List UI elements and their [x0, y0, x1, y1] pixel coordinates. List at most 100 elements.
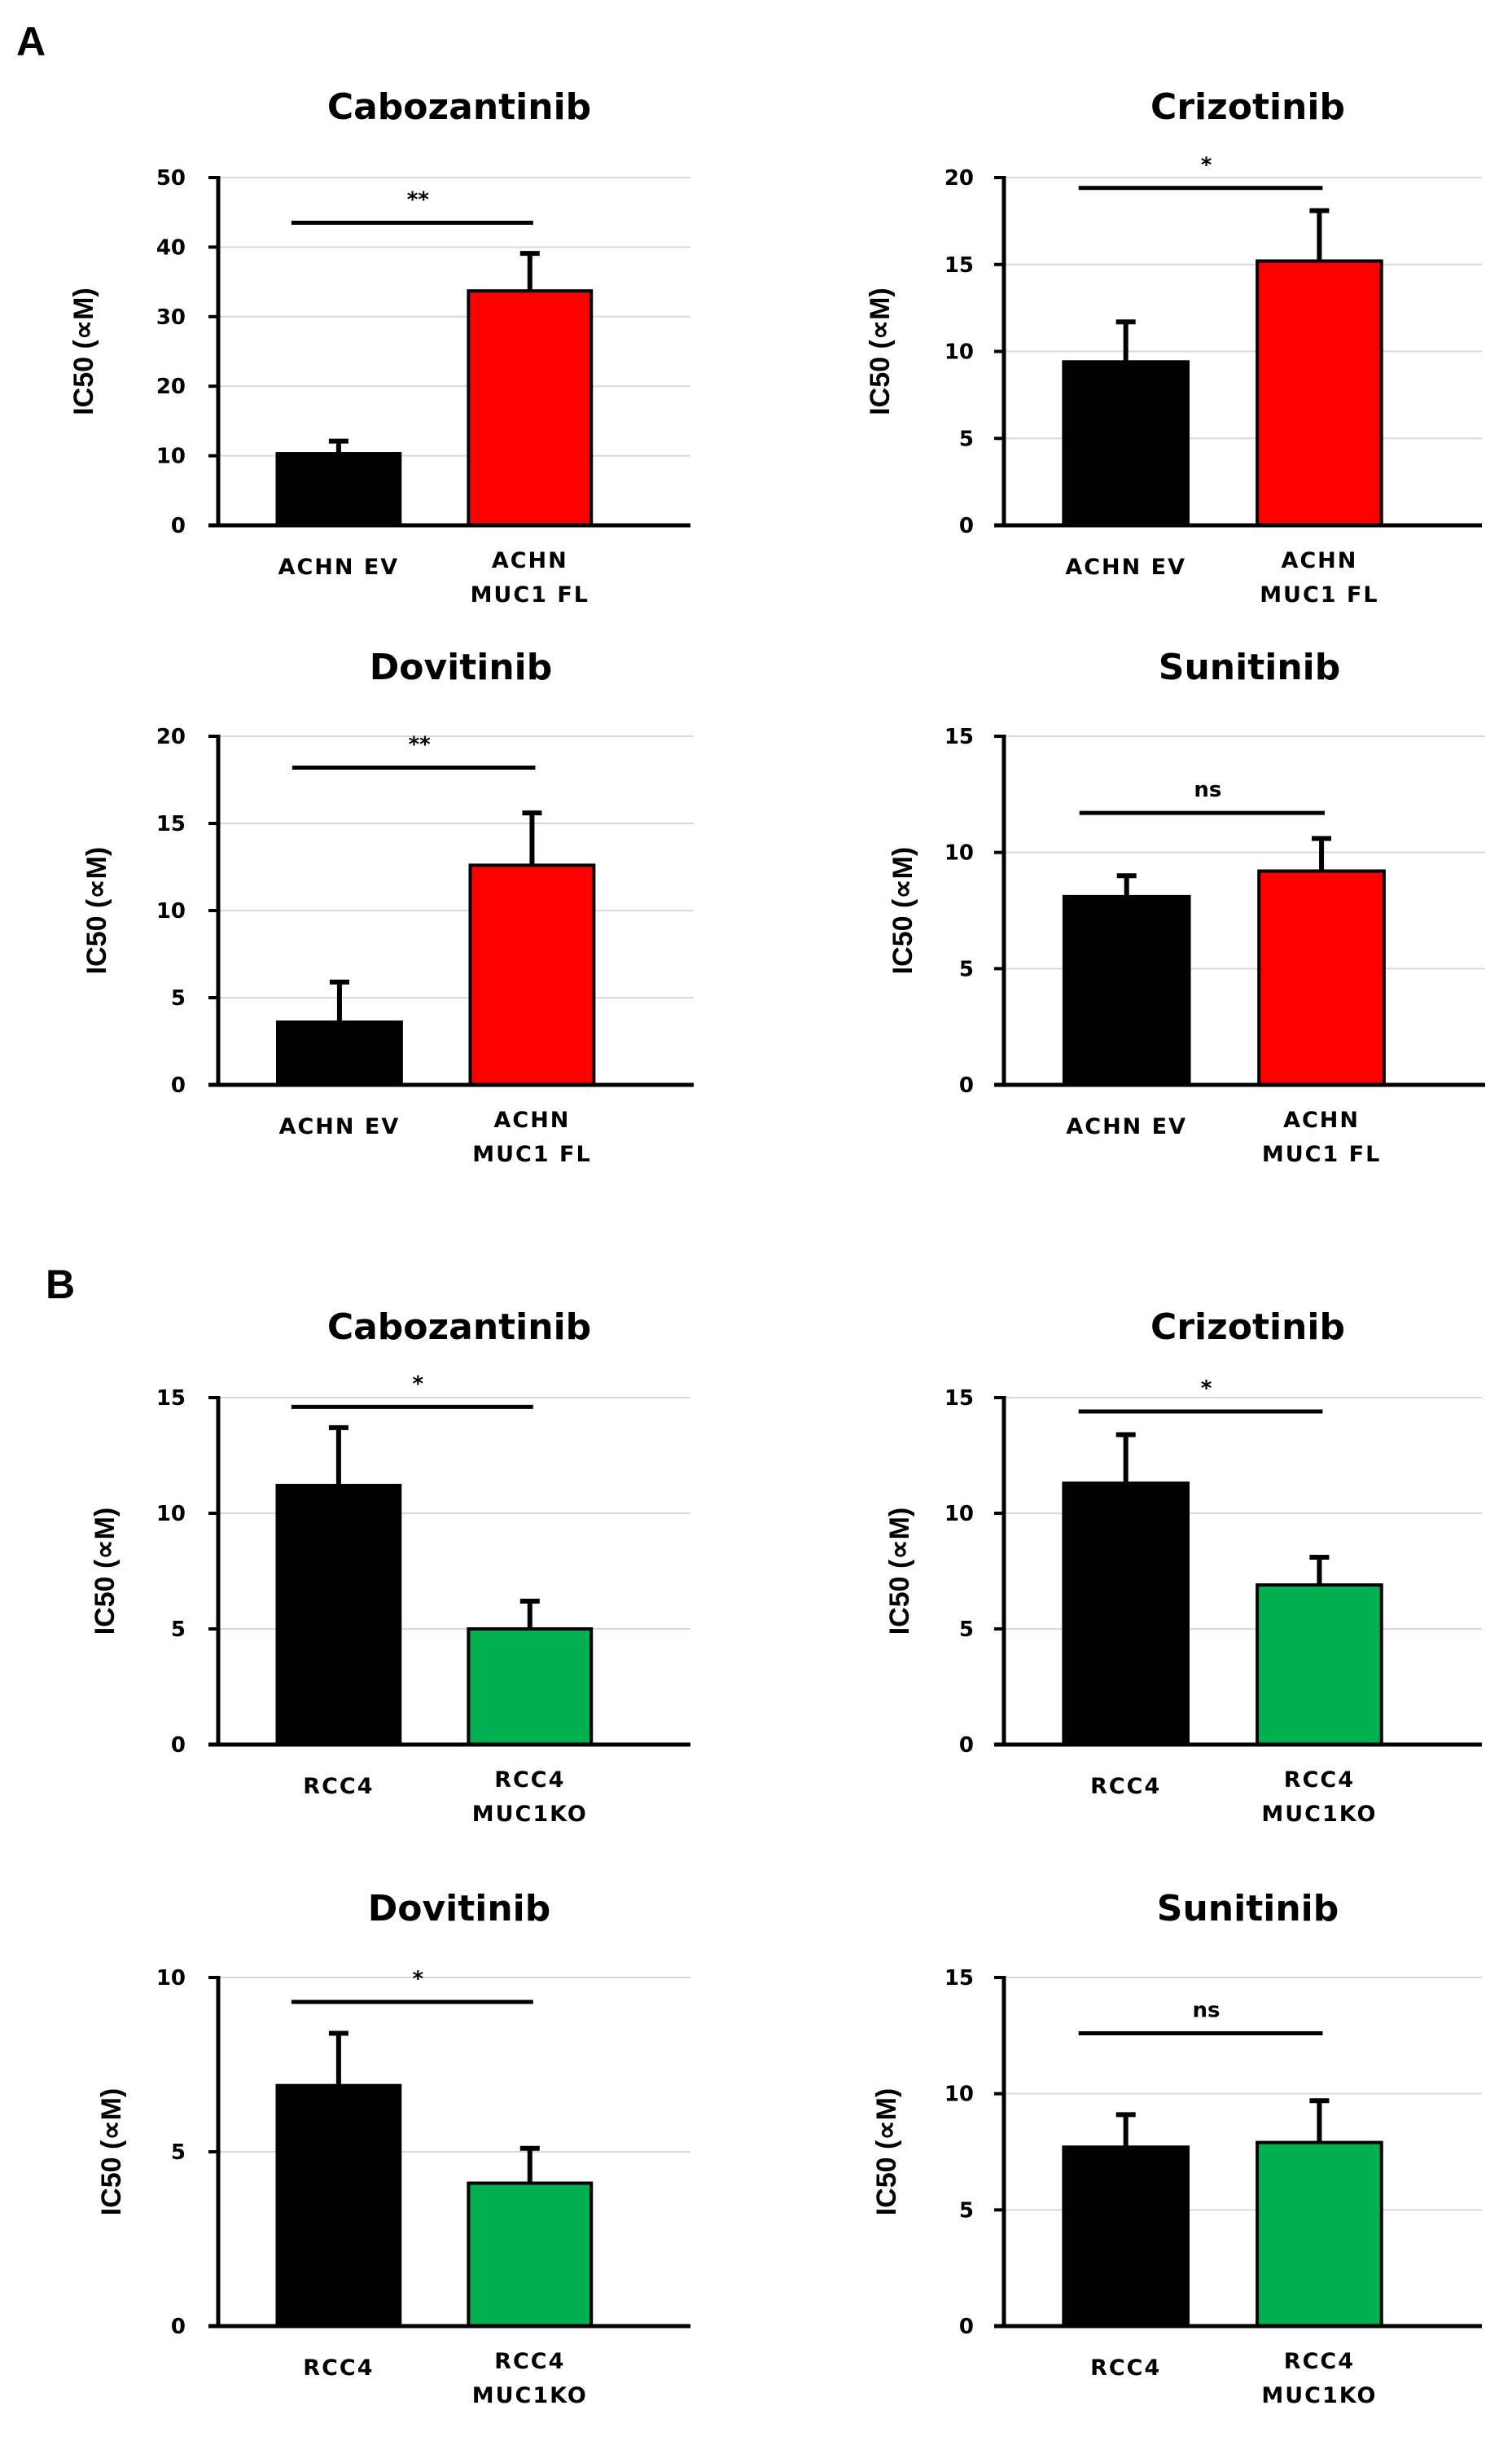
y-tick-label: 0	[959, 2315, 974, 2339]
x-category-label: ACHN EV	[1065, 555, 1186, 580]
y-axis-label: IC50 (∝M)	[871, 2088, 902, 2216]
y-tick-label: 20	[944, 166, 974, 191]
x-category-label: RCC4	[303, 1774, 374, 1799]
y-tick-label: 10	[944, 841, 974, 866]
y-tick-label: 10	[944, 1502, 974, 1526]
y-tick-label: 0	[171, 1733, 186, 1758]
chart-title: Sunitinib	[1157, 1888, 1339, 1929]
chart-cabozantinib-b: Cabozantinib 0 5 10 15 IC50 (∝M) RCC4 RCC4 MUC1K…	[90, 1306, 690, 1827]
x-category-label: ACHN	[1283, 1108, 1360, 1133]
y-tick-label: 15	[944, 253, 974, 278]
y-axis-label: IC50 (∝M)	[96, 2088, 127, 2216]
bar-2	[467, 2181, 594, 2329]
bar-1	[275, 452, 402, 528]
bar-2	[467, 289, 594, 527]
chart-crizotinib-b: Crizotinib 0 5 10 15 IC50 (∝M) RCC4 RCC4 MUC1KO *	[884, 1306, 1482, 1827]
chart-dovitinib-a: Dovitinib 0 5 10 15 20 IC50 (∝M) ACHN EV ACHN MUC…	[81, 647, 694, 1167]
x-category-label: MUC1KO	[1261, 1802, 1377, 1827]
y-tick-label: 20	[156, 725, 186, 749]
chart-crizotinib-a: Crizotinib 0 5 10 15 20 IC50 (∝M) ACHN EV ACHN MU…	[865, 86, 1482, 608]
y-axis-label: IC50 (∝M)	[81, 847, 112, 975]
y-axis-label: IC50 (∝M)	[865, 288, 896, 415]
y-tick-label: 5	[959, 957, 974, 981]
significance-label: ns	[1193, 1998, 1221, 2022]
x-category-label: MUC1 FL	[471, 582, 589, 608]
x-category-label: MUC1 FL	[472, 1142, 591, 1167]
x-category-label: RCC4	[494, 2349, 565, 2374]
significance-label: **	[407, 188, 430, 213]
bar-1	[275, 2083, 402, 2328]
y-axis-label: IC50 (∝M)	[887, 847, 918, 975]
y-tick-label: 5	[959, 427, 974, 451]
y-tick-label: 10	[944, 340, 974, 365]
x-category-label: ACHN	[1281, 548, 1357, 573]
y-tick-label: 15	[156, 1386, 186, 1411]
chart-title: Crizotinib	[1150, 1306, 1345, 1348]
y-tick-label: 0	[171, 514, 186, 538]
x-category-label: RCC4	[1090, 2355, 1161, 2381]
x-category-label: MUC1 FL	[1260, 582, 1378, 608]
significance-label: **	[409, 733, 432, 757]
chart-sunitinib-a: Sunitinib 0 5 10 15 IC50 (∝M) ACHN EV ACHN MUC1 …	[887, 647, 1485, 1167]
y-tick-label: 0	[959, 1073, 974, 1098]
significance-label: *	[413, 1967, 424, 1991]
x-category-label: RCC4	[1090, 1774, 1161, 1799]
x-category-label: RCC4	[1284, 2349, 1355, 2374]
y-tick-label: 40	[156, 235, 186, 260]
y-axis-label: IC50 (∝M)	[884, 1508, 915, 1635]
bar-2	[467, 1627, 594, 1746]
y-tick-label: 0	[959, 514, 974, 538]
y-tick-label: 10	[156, 1502, 186, 1526]
y-tick-label: 5	[171, 1618, 186, 1642]
y-tick-label: 15	[944, 725, 974, 749]
y-tick-label: 0	[171, 2315, 186, 2339]
bar-1	[276, 1020, 403, 1086]
x-category-label: ACHN	[492, 548, 568, 573]
x-category-label: MUC1 FL	[1262, 1142, 1381, 1167]
panel-label-b: B	[46, 1262, 75, 1307]
x-category-label: RCC4	[494, 1767, 565, 1793]
y-tick-label: 50	[156, 166, 186, 191]
y-axis-label: IC50 (∝M)	[68, 288, 99, 415]
bar-2	[1257, 869, 1386, 1086]
significance-label: ns	[1194, 778, 1221, 802]
bar-2	[1256, 259, 1383, 527]
y-tick-label: 15	[156, 812, 186, 836]
y-tick-label: 0	[171, 1073, 186, 1098]
chart-title: Dovitinib	[368, 1888, 551, 1929]
bar-1	[1062, 894, 1191, 1086]
y-tick-label: 5	[959, 1618, 974, 1642]
y-tick-label: 5	[171, 986, 186, 1011]
significance-label: *	[413, 1372, 424, 1396]
significance-label: *	[1201, 1376, 1212, 1401]
x-category-label: ACHN EV	[278, 555, 400, 580]
panel-label-a: A	[16, 19, 46, 64]
chart-title: Sunitinib	[1159, 647, 1340, 688]
x-category-label: ACHN	[493, 1108, 570, 1133]
chart-title: Crizotinib	[1150, 86, 1345, 128]
bar-1	[1062, 1481, 1190, 1746]
y-tick-label: 10	[156, 899, 186, 924]
y-tick-label: 5	[959, 2198, 974, 2223]
y-tick-label: 10	[944, 2083, 974, 2107]
x-category-label: ACHN EV	[1066, 1114, 1187, 1139]
y-axis-label: IC50 (∝M)	[90, 1508, 121, 1635]
chart-title: Cabozantinib	[327, 1306, 591, 1348]
y-tick-label: 20	[156, 375, 186, 399]
x-category-label: MUC1KO	[472, 2383, 588, 2408]
x-category-label: RCC4	[303, 2355, 374, 2381]
x-category-label: RCC4	[1284, 1767, 1355, 1793]
bar-1	[1062, 360, 1190, 527]
y-tick-label: 15	[944, 1386, 974, 1411]
y-tick-label: 10	[156, 1966, 186, 1991]
bar-2	[468, 863, 596, 1086]
y-tick-label: 5	[171, 2140, 186, 2165]
chart-title: Dovitinib	[370, 647, 553, 688]
bar-1	[275, 1483, 402, 1747]
y-tick-label: 30	[156, 305, 186, 330]
significance-label: *	[1201, 153, 1212, 178]
bar-2	[1256, 2140, 1383, 2328]
x-category-label: ACHN EV	[279, 1114, 401, 1139]
